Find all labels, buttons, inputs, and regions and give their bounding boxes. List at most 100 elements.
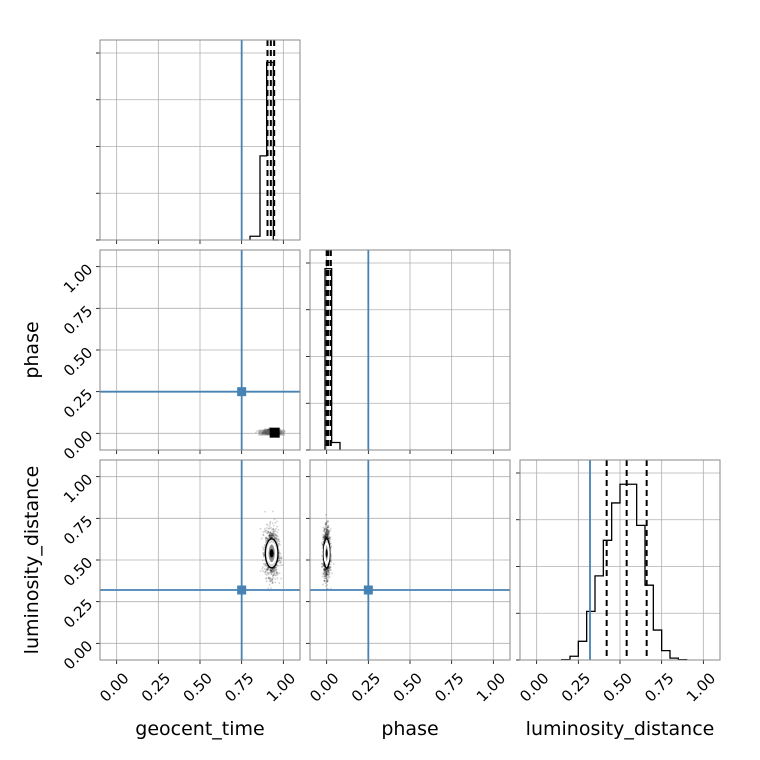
- sample-point: [265, 564, 268, 567]
- sample-point: [267, 566, 269, 569]
- sample-point: [326, 572, 329, 575]
- x-tick-label: 1.00: [683, 669, 719, 705]
- sample-point: [262, 548, 265, 551]
- sample-point: [323, 528, 326, 530]
- sample-point: [325, 528, 328, 530]
- sample-point: [271, 528, 273, 531]
- sample-point: [270, 568, 272, 571]
- sample-point: [326, 535, 329, 538]
- sample-point: [275, 566, 277, 569]
- sample-point: [327, 529, 329, 532]
- sample-point: [326, 580, 329, 583]
- sample-point: [325, 533, 327, 536]
- sample-point: [265, 577, 268, 579]
- sample-point: [264, 567, 266, 570]
- sample-point: [324, 569, 327, 572]
- sample-point: [327, 537, 330, 539]
- sample-point: [266, 565, 268, 568]
- sample-points: [320, 513, 335, 591]
- sample-point: [270, 533, 273, 536]
- sample-point: [272, 574, 274, 577]
- sample-point: [275, 537, 278, 540]
- sample-point: [326, 533, 328, 536]
- sample-point: [330, 545, 333, 548]
- sample-point: [324, 522, 327, 525]
- sample-point: [274, 574, 277, 577]
- sample-point: [270, 536, 273, 539]
- sample-point: [256, 430, 259, 432]
- sample-point: [271, 532, 273, 535]
- sample-point: [322, 536, 325, 538]
- sample-point: [325, 536, 328, 539]
- sample-point: [326, 535, 329, 537]
- sample-point: [255, 431, 257, 434]
- sample-point: [266, 571, 269, 574]
- sample-point: [267, 566, 269, 569]
- sample-point: [274, 566, 277, 569]
- sample-point: [324, 536, 327, 539]
- sample-point: [328, 567, 331, 570]
- sample-point: [322, 573, 325, 575]
- truth-marker: [237, 387, 247, 397]
- sample-point: [328, 573, 331, 576]
- sample-point: [272, 568, 274, 571]
- sample-point: [267, 531, 269, 534]
- sample-point: [264, 537, 267, 540]
- sample-point: [322, 568, 325, 571]
- sample-point: [276, 564, 279, 567]
- y-tick-label: 0.75: [60, 302, 96, 338]
- sample-point: [325, 573, 328, 575]
- sample-point: [325, 572, 328, 575]
- sample-point: [273, 568, 276, 571]
- sample-point: [268, 577, 271, 580]
- sample-point: [264, 570, 267, 573]
- sample-point: [269, 571, 272, 574]
- sample-point: [272, 574, 275, 577]
- sample-point: [323, 568, 326, 571]
- sample-point: [327, 567, 330, 570]
- sample-point: [330, 561, 333, 564]
- sample-point: [268, 534, 271, 537]
- sample-point: [264, 537, 267, 539]
- sample-point: [326, 568, 329, 571]
- sample-point: [330, 557, 332, 560]
- sample-point: [271, 575, 274, 578]
- sample-point: [327, 573, 329, 576]
- sample-point: [320, 542, 323, 544]
- sample-point: [276, 571, 278, 574]
- sample-point: [270, 580, 273, 583]
- y-tick-label: 0.00: [60, 427, 96, 463]
- panel-frame: [99, 249, 301, 451]
- sample-point: [274, 537, 277, 539]
- sample-point: [324, 536, 327, 539]
- sample-point: [323, 529, 325, 532]
- sample-point: [324, 573, 327, 576]
- sample-point: [325, 536, 328, 539]
- contour-inner: [325, 549, 328, 558]
- sample-point: [275, 527, 277, 530]
- sample-point: [265, 537, 268, 539]
- sample-point: [265, 537, 268, 539]
- sample-point: [272, 535, 275, 538]
- sample-point: [323, 535, 325, 538]
- x-tick-label: 0.75: [641, 669, 677, 705]
- sample-point: [328, 537, 331, 540]
- sample-point: [324, 533, 327, 536]
- sample-point: [278, 561, 281, 564]
- sample-point: [326, 526, 329, 529]
- sample-point: [327, 572, 330, 575]
- sample-point: [326, 572, 329, 574]
- ylabel-phase: phase: [21, 321, 43, 378]
- y-tick-label: 0.25: [60, 385, 96, 421]
- sample-point: [325, 572, 328, 575]
- sample-point: [272, 532, 275, 535]
- sample-point: [325, 528, 328, 531]
- sample-point: [271, 535, 274, 538]
- sample-point: [278, 554, 281, 557]
- sample-point: [324, 568, 327, 571]
- sample-point: [326, 526, 329, 529]
- truth-marker: [363, 585, 373, 595]
- sample-point: [270, 534, 273, 537]
- sample-point: [274, 529, 277, 532]
- xlabel-luminosity-distance: luminosity_distance: [526, 718, 715, 740]
